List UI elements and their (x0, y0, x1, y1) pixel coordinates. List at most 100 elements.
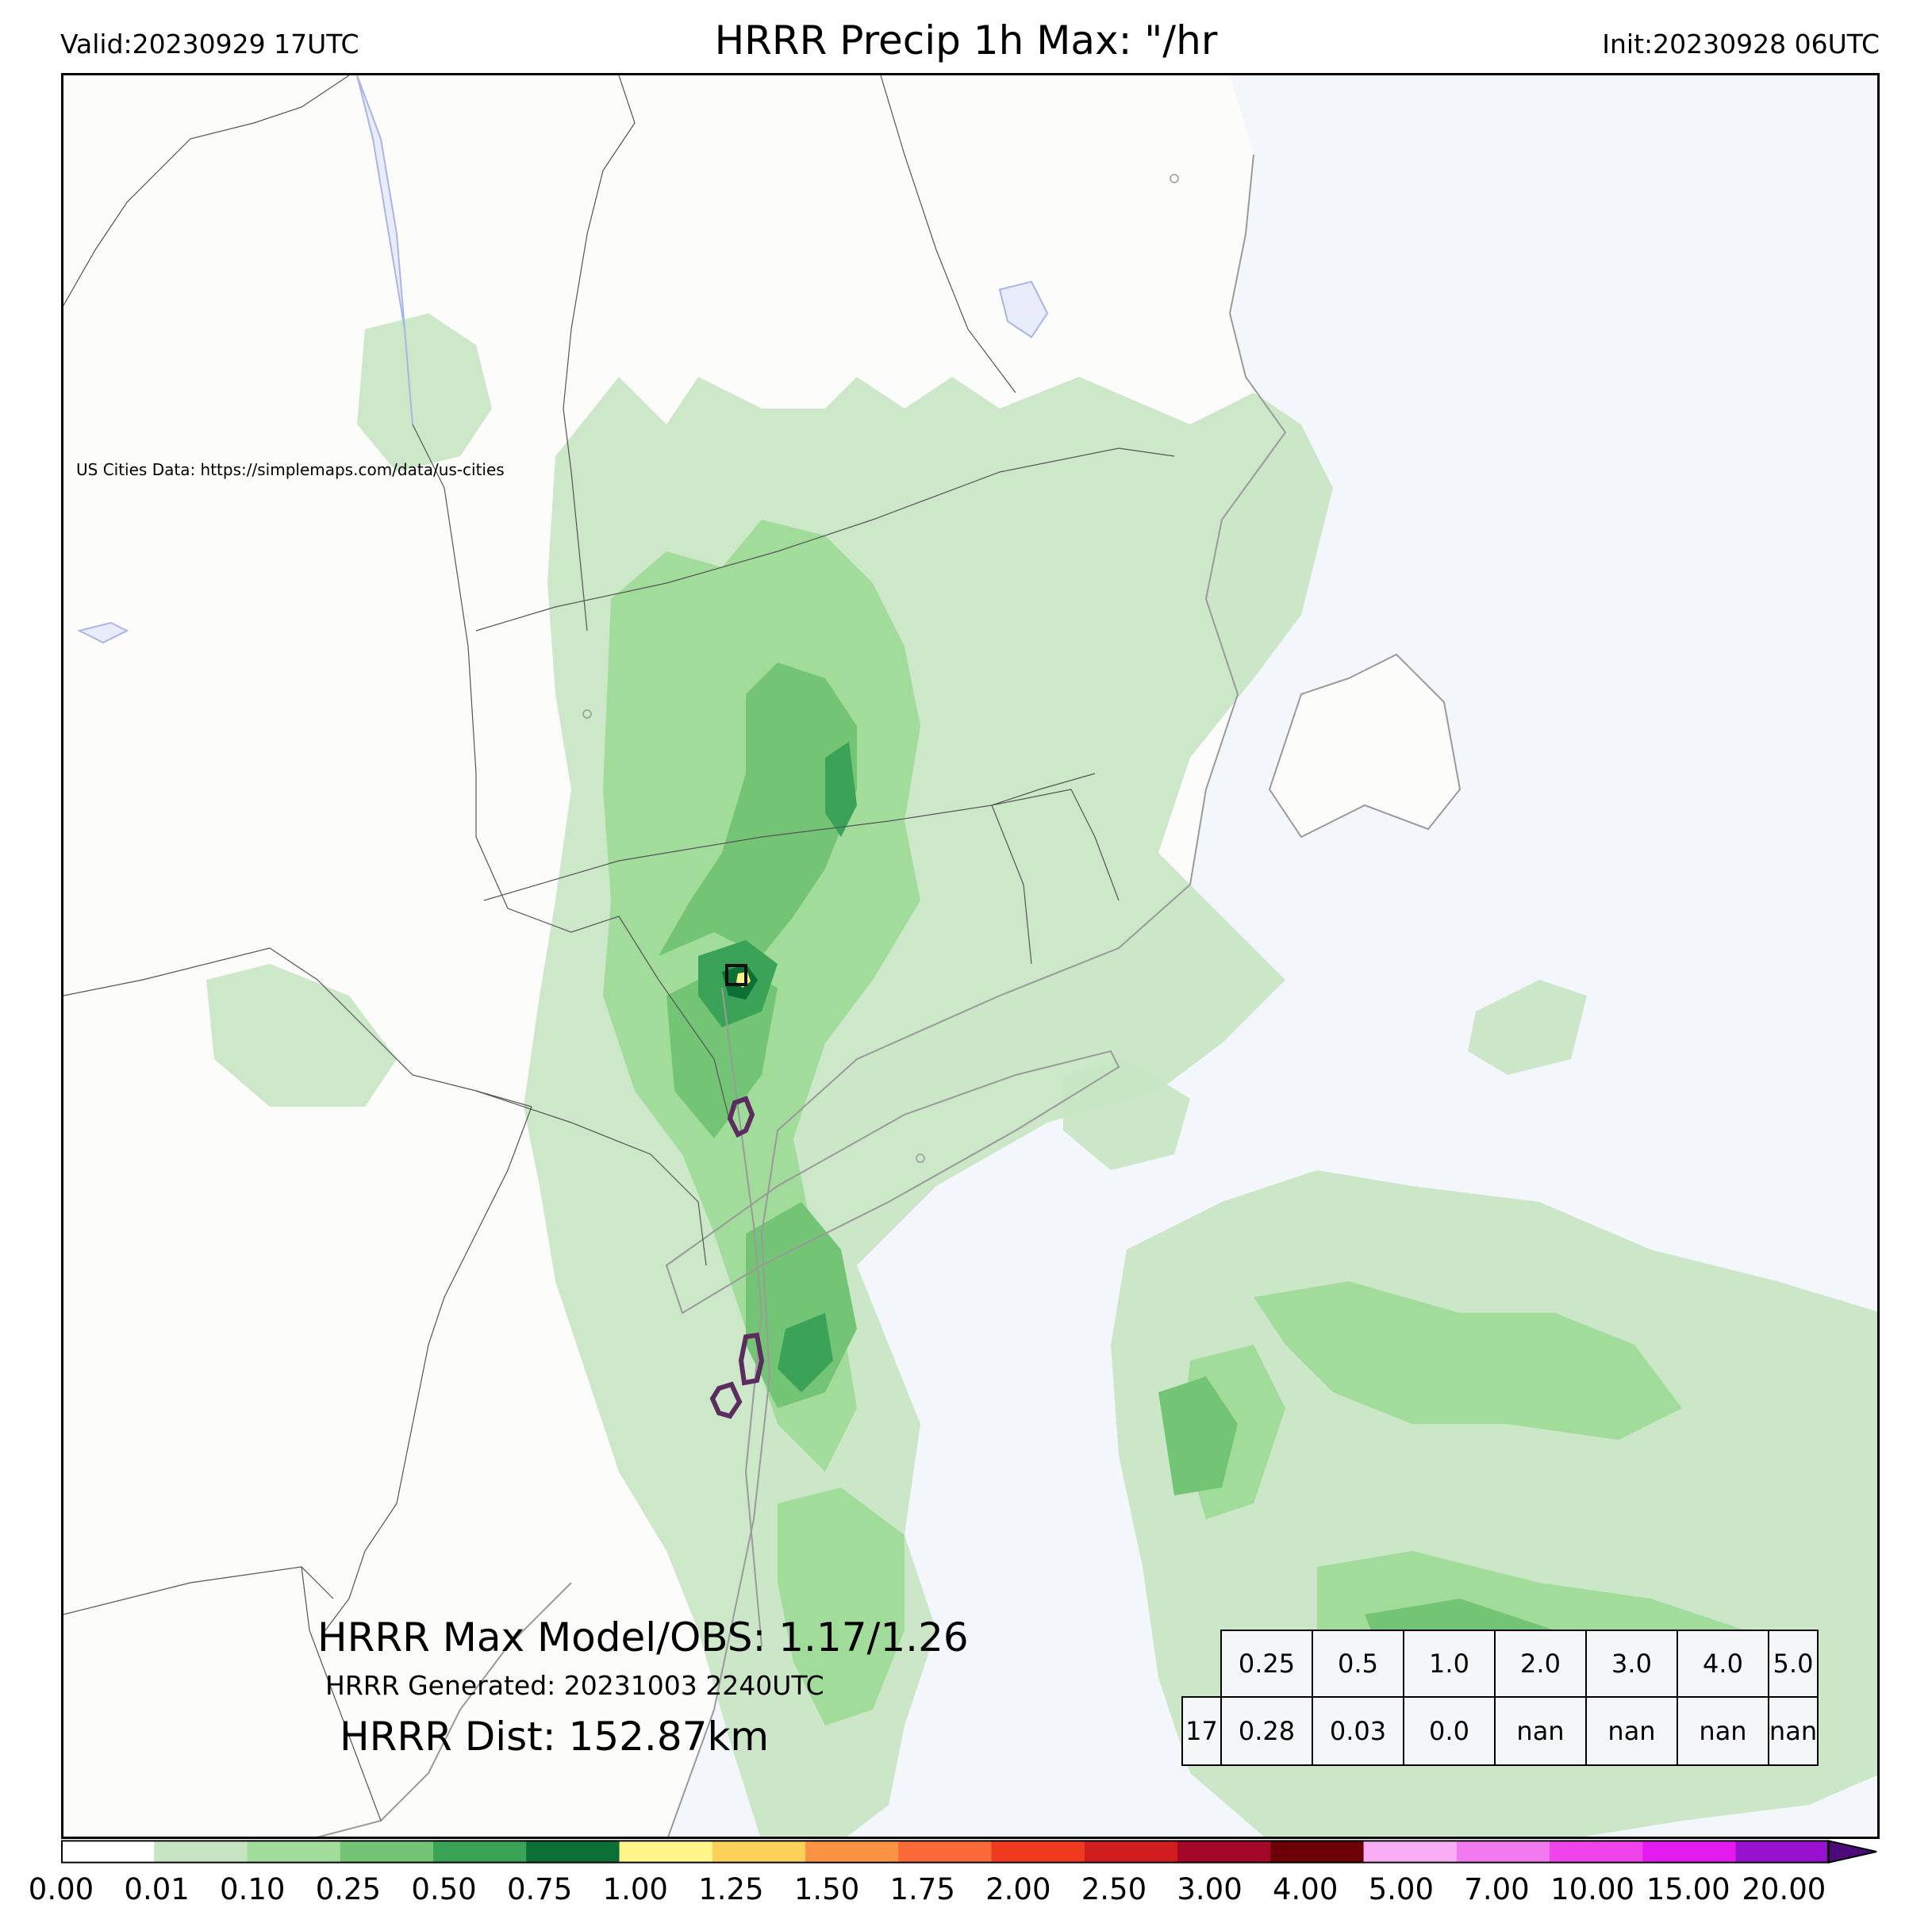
boundary-ct-ri (991, 804, 1032, 965)
table-row-label: 17 (1181, 1696, 1222, 1766)
colorbar-swatch (1735, 1840, 1830, 1864)
colorbar-tick-label: 0.25 (315, 1872, 382, 1906)
precip-band-heavy-4 (1158, 1376, 1238, 1495)
generated-time: HRRR Generated: 20231003 2240UTC (325, 1670, 824, 1701)
obs-max-box (725, 964, 747, 986)
map-canvas (63, 75, 1877, 1837)
colorbar-tick-label: 3.00 (1177, 1872, 1243, 1906)
boundary-ny-pa (63, 947, 532, 1108)
table-header-cell: 3.0 (1585, 1630, 1678, 1698)
colorbar-tick-label: 10.00 (1550, 1872, 1635, 1906)
coastline-long-island (665, 1050, 1120, 1315)
hrrr-distance: HRRR Dist: 152.87km (340, 1714, 770, 1760)
table-header-cell: 0.25 (1220, 1630, 1313, 1698)
colorbar-tick-label: 0.00 (28, 1872, 94, 1906)
max-model-obs: HRRR Max Model/OBS: 1.17/1.26 (317, 1614, 969, 1660)
lake-oneida (77, 621, 129, 644)
table-cell: 0.28 (1220, 1696, 1313, 1766)
colorbar-tick-label: 20.00 (1742, 1872, 1826, 1906)
threshold-table: 0.25 0.5 1.0 2.0 3.0 4.0 5.0 17 0.28 0.0… (1181, 1630, 1819, 1766)
boundary-ny-vt (412, 424, 477, 837)
precip-band-intense-3 (825, 742, 857, 837)
table-cell: nan (1585, 1696, 1678, 1766)
obs-outline (727, 1096, 755, 1138)
boundary-ny-ct (475, 836, 731, 1123)
table-header-cell: 4.0 (1677, 1630, 1769, 1698)
colorbar-swatch (247, 1840, 341, 1864)
obs-outline (709, 1381, 743, 1419)
island-dot (916, 1154, 925, 1163)
colorbar-tick-label: 0.75 (506, 1872, 573, 1906)
colorbar-swatch (619, 1840, 713, 1864)
valid-time: Valid:20230929 17UTC (60, 29, 359, 60)
island-dot (582, 709, 592, 719)
colorbar-swatch (433, 1840, 527, 1864)
colorbar-tick-label: 1.75 (889, 1872, 955, 1906)
precip-map: US Cities Data: https://simplemaps.com/d… (61, 73, 1880, 1839)
lake-winnipesaukee (998, 280, 1049, 339)
boundary-ma-east (991, 773, 1096, 806)
coastline-delaware (317, 1582, 572, 1837)
precip-band-medium-south (778, 1488, 905, 1726)
cape-cod (1269, 655, 1460, 837)
table-header-cell: 2.0 (1494, 1630, 1587, 1698)
coastline-main (667, 154, 1287, 1837)
colorbar-tick-label: 15.00 (1646, 1872, 1730, 1906)
coastline-cape (1268, 653, 1461, 839)
colorbar-swatch (1177, 1840, 1271, 1864)
obs-outlines (709, 964, 765, 1419)
init-time: Init:20230928 06UTC (1602, 29, 1880, 60)
island-dot (1170, 174, 1179, 183)
colorbar-extend-arrow (1827, 1840, 1877, 1864)
table-header-cell: 0.5 (1312, 1630, 1404, 1698)
state-boundaries (63, 75, 1175, 1822)
colorbar-tick-label: 2.00 (985, 1872, 1051, 1906)
chart-title: HRRR Precip 1h Max: "/hr (714, 17, 1218, 63)
colorbar-tick-label: 1.50 (793, 1872, 860, 1906)
table-cell: nan (1677, 1696, 1769, 1766)
table-cell: 0.0 (1403, 1696, 1496, 1766)
boundary-northwest (63, 75, 350, 306)
colorbar-tick-label: 0.10 (220, 1872, 286, 1906)
colorbar-tick-label: 2.50 (1081, 1872, 1147, 1906)
precip-band-light-east (1468, 980, 1587, 1075)
colorbar-swatch (1642, 1840, 1737, 1864)
coastline-hudson (721, 987, 763, 1647)
colorbar-swatch (1363, 1840, 1458, 1864)
colorbar-swatch (1456, 1840, 1550, 1864)
colorbar-swatch (805, 1840, 899, 1864)
colorbar-swatch (712, 1840, 806, 1864)
table-header-cell: 1.0 (1403, 1630, 1496, 1698)
colorbar-swatch (154, 1840, 248, 1864)
colorbar (61, 1840, 1877, 1864)
boundary-ma-north (475, 447, 1175, 632)
boundary-nh-me (880, 75, 1016, 393)
boundary-ct-ma (483, 789, 1072, 901)
colorbar-swatch (1084, 1840, 1178, 1864)
colorbar-tick-label: 1.00 (602, 1872, 668, 1906)
boundary-nj-ny (475, 1090, 707, 1266)
table-cell: nan (1494, 1696, 1587, 1766)
colorbar-tick-label: 5.00 (1368, 1872, 1435, 1906)
colorbar-swatch (991, 1840, 1085, 1864)
obs-outline (738, 1332, 765, 1386)
colorbar-tick-label: 4.00 (1273, 1872, 1339, 1906)
precip-band-light-west-2 (357, 313, 492, 472)
coastline (317, 154, 1461, 1837)
colorbar-tick-label: 1.25 (698, 1872, 764, 1906)
colorbar-swatch (898, 1840, 993, 1864)
boundary-ri-ma (1070, 789, 1120, 901)
colorbar-swatch (340, 1840, 434, 1864)
colorbar-tick-label: 7.00 (1464, 1872, 1530, 1906)
boundary-vt-nh (563, 75, 636, 632)
colorbar-ticks: 0.00 0.01 0.10 0.25 0.50 0.75 1.00 1.25 1.50 1.75… (0, 1872, 1932, 1912)
colorbar-swatch (61, 1840, 155, 1864)
precip-band-intense-2 (778, 1313, 833, 1392)
colorbar-tick-label: 0.50 (411, 1872, 477, 1906)
precip-band-light-west (206, 964, 397, 1107)
table-cell: 0.03 (1312, 1696, 1404, 1766)
colorbar-tick-label: 0.01 (124, 1872, 190, 1906)
precip-band-medium-se (1254, 1281, 1682, 1440)
colorbar-swatch (1270, 1840, 1365, 1864)
boundary-pa-md (63, 1566, 334, 1615)
